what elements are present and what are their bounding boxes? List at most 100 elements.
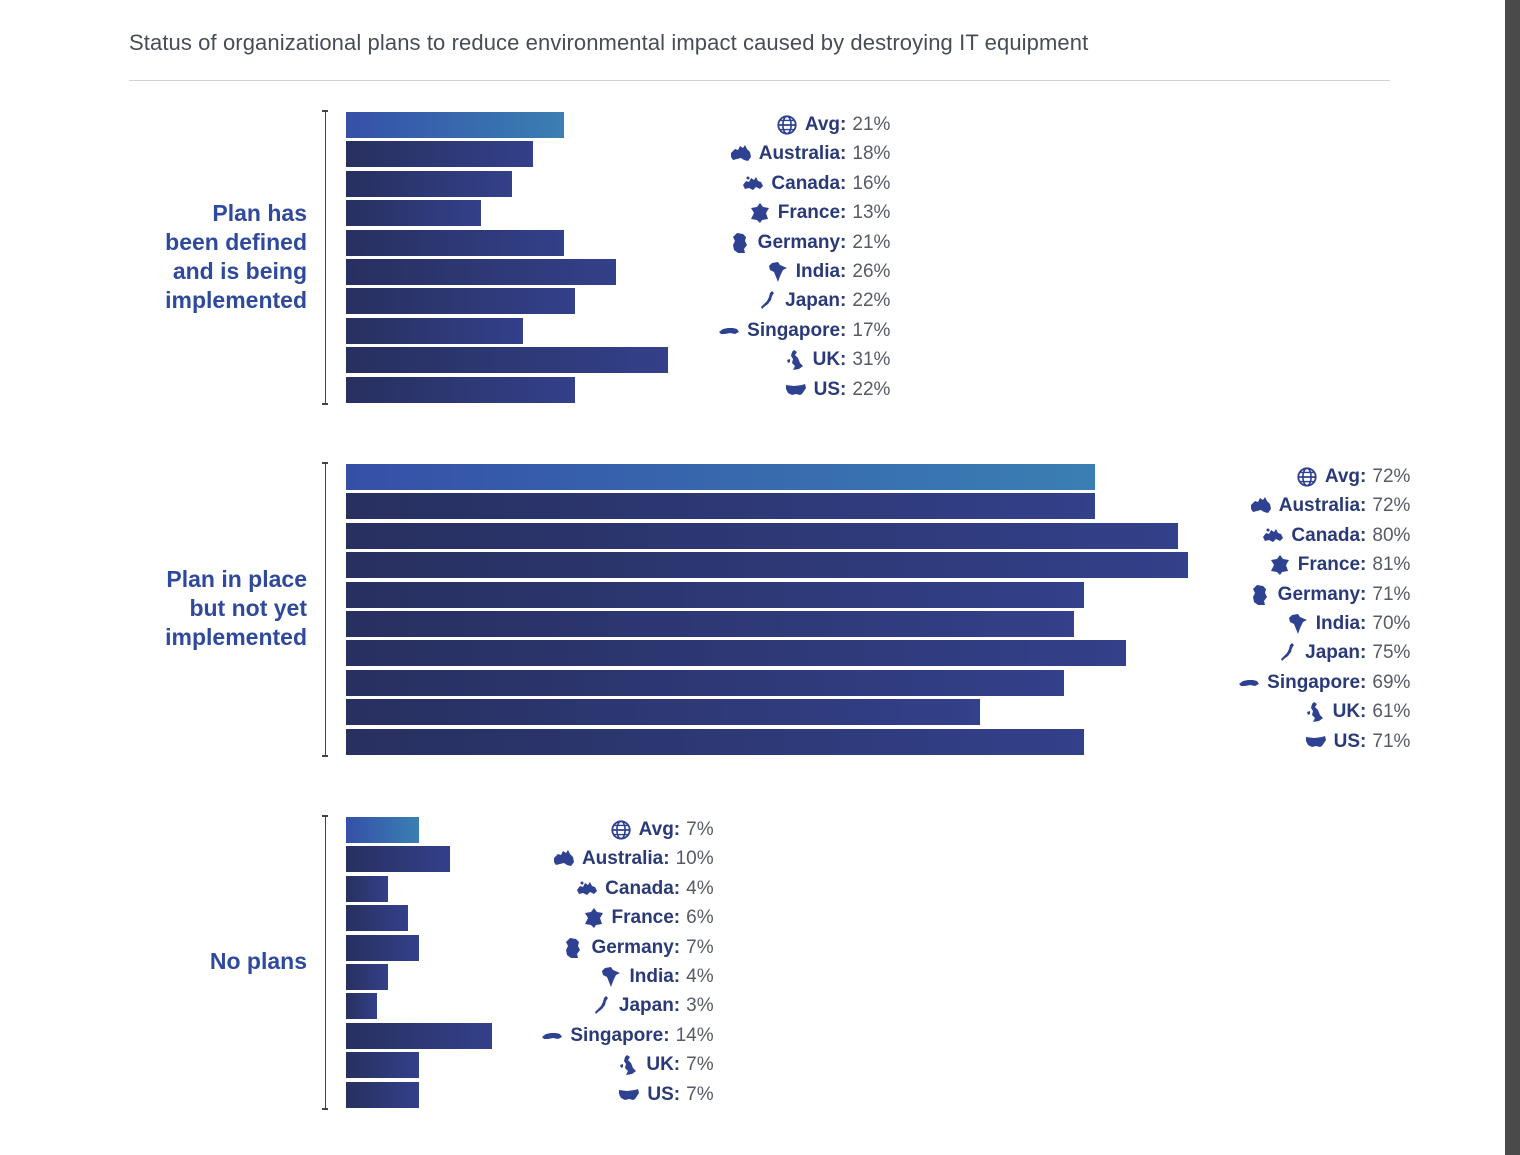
value-label: 80% xyxy=(1372,524,1411,546)
category-label: France: xyxy=(611,907,681,929)
data-label: India: 70% xyxy=(1286,611,1410,637)
category-label: Singapore: xyxy=(1267,671,1367,693)
value-label: 21% xyxy=(852,114,891,135)
singapore-map-icon xyxy=(717,320,741,342)
uk-map-icon xyxy=(1303,701,1327,723)
france-map-icon xyxy=(1268,554,1292,576)
data-label: Japan: 75% xyxy=(1275,640,1410,666)
data-label: Australia: 10% xyxy=(552,846,714,872)
bar-plan-in-place-not-implemented-germany xyxy=(346,581,1085,608)
category-label: Singapore: xyxy=(747,319,847,341)
data-label: UK: 61% xyxy=(1303,699,1411,725)
category-label: Japan: xyxy=(1305,642,1367,664)
category-label: Germany: xyxy=(757,231,847,253)
germany-map-icon xyxy=(561,937,585,959)
bar-no-plans-germany xyxy=(346,934,419,961)
australia-map-icon xyxy=(552,848,576,870)
value-label: 10% xyxy=(675,848,714,870)
category-label: US: xyxy=(813,378,847,400)
bar-no-plans-avg xyxy=(346,817,419,843)
category-label: UK: xyxy=(646,1054,681,1076)
data-label: Germany: 71% xyxy=(1248,582,1411,608)
data-label: Canada: 16% xyxy=(741,171,890,197)
data-label: Canada: 80% xyxy=(1261,523,1410,549)
us-map-icon xyxy=(1304,731,1328,753)
data-label: India: 26% xyxy=(766,259,891,285)
data-label: Singapore: 14% xyxy=(540,1023,714,1049)
data-label: US: 71% xyxy=(1304,729,1411,755)
globe-icon xyxy=(1295,466,1319,488)
bar-plan-in-place-not-implemented-uk xyxy=(346,699,981,726)
category-label: US: xyxy=(1333,730,1367,752)
globe-icon xyxy=(609,819,633,841)
data-label: India: 4% xyxy=(599,964,714,990)
data-label: Germany: 21% xyxy=(728,230,891,256)
category-label: Canada: xyxy=(771,172,847,194)
france-map-icon xyxy=(748,202,772,224)
bar-no-plans-us xyxy=(346,1081,419,1108)
data-label: Avg: 72% xyxy=(1295,464,1411,490)
category-label: France: xyxy=(777,202,847,224)
group-bracket xyxy=(322,815,329,1110)
value-label: 14% xyxy=(675,1024,714,1046)
category-label: Australia: xyxy=(758,143,847,165)
value-label: 71% xyxy=(1372,583,1411,605)
data-label: Avg: 7% xyxy=(609,817,714,843)
group-bracket xyxy=(322,462,329,757)
india-map-icon xyxy=(599,966,623,988)
data-label: France: 13% xyxy=(748,200,890,226)
data-label: UK: 31% xyxy=(783,347,890,373)
category-label: Avg: xyxy=(1324,466,1367,487)
bar-plan-in-place-not-implemented-france xyxy=(346,552,1189,579)
data-label: Australia: 72% xyxy=(1249,493,1410,519)
value-label: 26% xyxy=(852,261,891,282)
category-label: Germany: xyxy=(1277,583,1367,605)
value-label: 71% xyxy=(1372,730,1411,752)
bar-no-plans-france xyxy=(346,905,409,932)
category-label: Singapore: xyxy=(570,1024,670,1046)
japan-map-icon xyxy=(1275,642,1299,664)
value-label: 3% xyxy=(686,995,714,1017)
category-label: Germany: xyxy=(591,936,681,958)
data-label: Singapore: 17% xyxy=(717,318,890,344)
bar-plan-defined-implemented-australia xyxy=(346,141,534,168)
value-label: 61% xyxy=(1372,701,1411,723)
bar-plan-defined-implemented-japan xyxy=(346,288,575,315)
data-label: Japan: 22% xyxy=(755,288,890,314)
value-label: 18% xyxy=(852,143,891,165)
bar-plan-defined-implemented-france xyxy=(346,200,482,227)
data-label: Japan: 3% xyxy=(589,993,714,1019)
bar-plan-in-place-not-implemented-singapore xyxy=(346,669,1064,696)
singapore-map-icon xyxy=(540,1025,564,1047)
germany-map-icon xyxy=(728,232,752,254)
category-label: Canada: xyxy=(605,877,681,899)
value-label: 22% xyxy=(852,290,891,312)
category-label: Japan: xyxy=(618,995,681,1017)
value-label: 72% xyxy=(1372,466,1411,487)
value-label: 69% xyxy=(1372,671,1411,693)
bar-plan-defined-implemented-germany xyxy=(346,229,565,256)
canada-map-icon xyxy=(575,878,599,900)
data-label: US: 22% xyxy=(784,377,890,403)
canada-map-icon xyxy=(1261,525,1285,547)
bar-plan-in-place-not-implemented-india xyxy=(346,611,1074,637)
india-map-icon xyxy=(766,261,790,283)
bar-plan-defined-implemented-india xyxy=(346,259,617,285)
data-label: Canada: 4% xyxy=(575,876,714,902)
chart-title: Status of organizational plans to reduce… xyxy=(129,30,1089,55)
category-label: Avg: xyxy=(638,819,681,840)
category-label: India: xyxy=(1315,613,1367,634)
data-label: Australia: 18% xyxy=(729,141,891,167)
bar-plan-defined-implemented-singapore xyxy=(346,317,523,344)
bar-plan-in-place-not-implemented-australia xyxy=(346,493,1095,520)
category-label: Australia: xyxy=(1278,495,1367,517)
group-bracket xyxy=(322,110,329,405)
value-label: 7% xyxy=(686,1054,714,1076)
value-label: 7% xyxy=(686,1083,714,1105)
value-label: 75% xyxy=(1372,642,1411,664)
category-label: Australia: xyxy=(581,848,670,870)
value-label: 21% xyxy=(852,231,891,253)
us-map-icon xyxy=(617,1084,641,1106)
category-label: US: xyxy=(647,1083,681,1105)
value-label: 7% xyxy=(686,936,714,958)
